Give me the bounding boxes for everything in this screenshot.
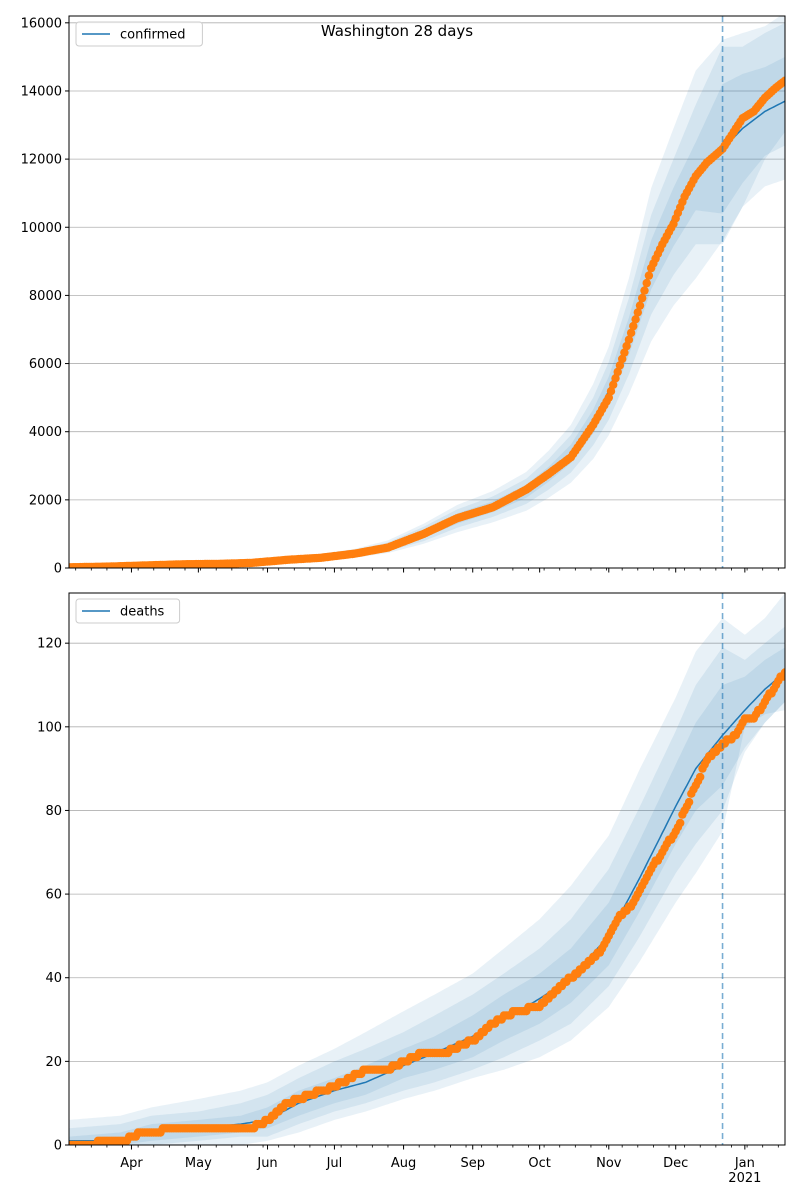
chart-title: Washington 28 days xyxy=(321,22,473,40)
x-tick-label: 2021 xyxy=(728,1171,761,1186)
data-point xyxy=(604,393,613,402)
x-tick-label: Jun xyxy=(256,1156,277,1171)
y-tick-label: 0 xyxy=(54,562,62,577)
axes-frame xyxy=(68,592,786,1146)
y-tick-label: 120 xyxy=(37,637,62,652)
data-point xyxy=(624,335,634,344)
y-tick-label: 2000 xyxy=(29,493,62,508)
panel-deaths: 0 20 40 60 80 100 120 Apr May Jun Jul Aug Sep Oct Nov D… xyxy=(37,592,786,1186)
x-tick-label: Jul xyxy=(326,1156,343,1171)
y-tick-label: 20 xyxy=(45,1055,62,1070)
data-point xyxy=(611,374,620,383)
observed-points xyxy=(69,668,785,1145)
data-point xyxy=(622,341,631,351)
data-point xyxy=(606,387,616,396)
y-tick-label: 10000 xyxy=(21,221,62,236)
y-tick-label: 100 xyxy=(37,720,62,735)
data-point xyxy=(629,321,638,331)
legend-box xyxy=(75,21,203,47)
data-point xyxy=(609,380,618,389)
data-point xyxy=(613,367,622,377)
x-tick-label: Oct xyxy=(528,1156,550,1171)
x-tick-label: May xyxy=(185,1156,212,1171)
axes-frame xyxy=(68,15,786,569)
y-tick-label: 6000 xyxy=(29,357,62,372)
data-point xyxy=(618,354,627,364)
data-point xyxy=(642,278,651,288)
data-point xyxy=(696,772,705,782)
legend: confirmed xyxy=(75,21,203,47)
x-tick-label: Nov xyxy=(596,1156,622,1171)
data-point xyxy=(620,348,629,357)
x-tick-label: Jan xyxy=(734,1156,755,1171)
uncertainty-band xyxy=(69,647,785,1145)
plot-area xyxy=(69,593,785,1145)
y-tick-label: 4000 xyxy=(29,425,62,440)
data-point xyxy=(780,668,785,677)
panel-confirmed: 0 2000 4000 6000 8000 10000 12000 14000 16000 con… xyxy=(21,15,786,577)
data-point xyxy=(638,293,647,303)
data-point xyxy=(640,286,649,295)
data-point xyxy=(676,818,685,828)
x-tick-label: Dec xyxy=(663,1156,688,1171)
x-tick-label: Sep xyxy=(460,1156,485,1171)
y-tick-label: 0 xyxy=(54,1139,62,1154)
legend-label: confirmed xyxy=(120,28,186,43)
plot-area xyxy=(69,16,785,568)
legend-label: deaths xyxy=(120,605,165,620)
y-tick-label: 12000 xyxy=(21,153,62,168)
data-point xyxy=(631,315,640,324)
y-tick-label: 16000 xyxy=(21,16,62,31)
legend: deaths xyxy=(75,598,181,624)
y-tick-label: 40 xyxy=(45,971,62,986)
uncertainty-band xyxy=(69,16,785,568)
data-point xyxy=(635,301,645,310)
y-tick-label: 14000 xyxy=(21,84,62,99)
data-point xyxy=(684,797,694,807)
y-tick-label: 8000 xyxy=(29,289,62,304)
data-point xyxy=(626,328,636,338)
uncertainty-band xyxy=(69,593,785,1145)
x-tick-label: Aug xyxy=(391,1156,416,1171)
data-point xyxy=(780,76,785,85)
data-point xyxy=(644,271,654,280)
y-tick-label: 60 xyxy=(45,888,62,903)
observed-points xyxy=(69,76,785,568)
x-tick-label: Apr xyxy=(120,1156,143,1171)
legend-box xyxy=(75,598,181,624)
y-tick-label: 80 xyxy=(45,804,62,819)
data-point xyxy=(615,361,625,370)
data-point xyxy=(633,308,642,317)
